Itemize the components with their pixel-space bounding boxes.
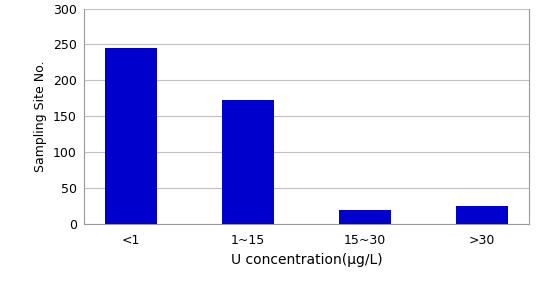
Y-axis label: Sampling Site No.: Sampling Site No. <box>34 61 47 172</box>
Bar <box>222 100 274 224</box>
Bar <box>105 48 158 224</box>
Bar <box>339 210 391 224</box>
Bar <box>456 206 508 224</box>
X-axis label: U concentration(μg/L): U concentration(μg/L) <box>231 253 383 267</box>
